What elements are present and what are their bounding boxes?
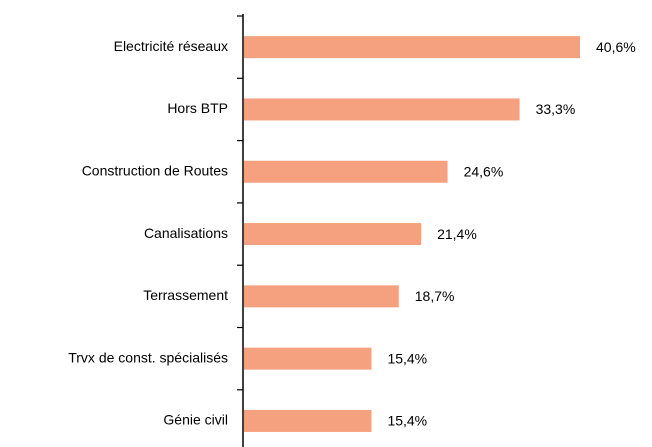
bar <box>244 409 372 432</box>
value-label: 21,4% <box>437 226 477 242</box>
value-label: 24,6% <box>464 163 504 179</box>
category-label: Construction de Routes <box>82 162 228 178</box>
category-label: Trvx de const. spécialisés <box>68 349 228 365</box>
bar <box>244 36 580 59</box>
value-label: 40,6% <box>596 39 636 55</box>
bar <box>244 223 422 246</box>
category-label: Hors BTP <box>167 100 228 116</box>
bar <box>244 347 372 370</box>
bar <box>244 160 448 183</box>
value-label: 18,7% <box>415 288 455 304</box>
value-label: 15,4% <box>387 413 427 429</box>
bar <box>244 285 399 308</box>
value-label: 15,4% <box>387 350 427 366</box>
category-label: Electricité réseaux <box>114 38 228 54</box>
category-label: Canalisations <box>144 225 228 241</box>
value-label: 33,3% <box>536 101 576 117</box>
bar <box>244 98 520 121</box>
category-label: Génie civil <box>163 412 228 428</box>
category-label: Terrassement <box>143 287 228 303</box>
